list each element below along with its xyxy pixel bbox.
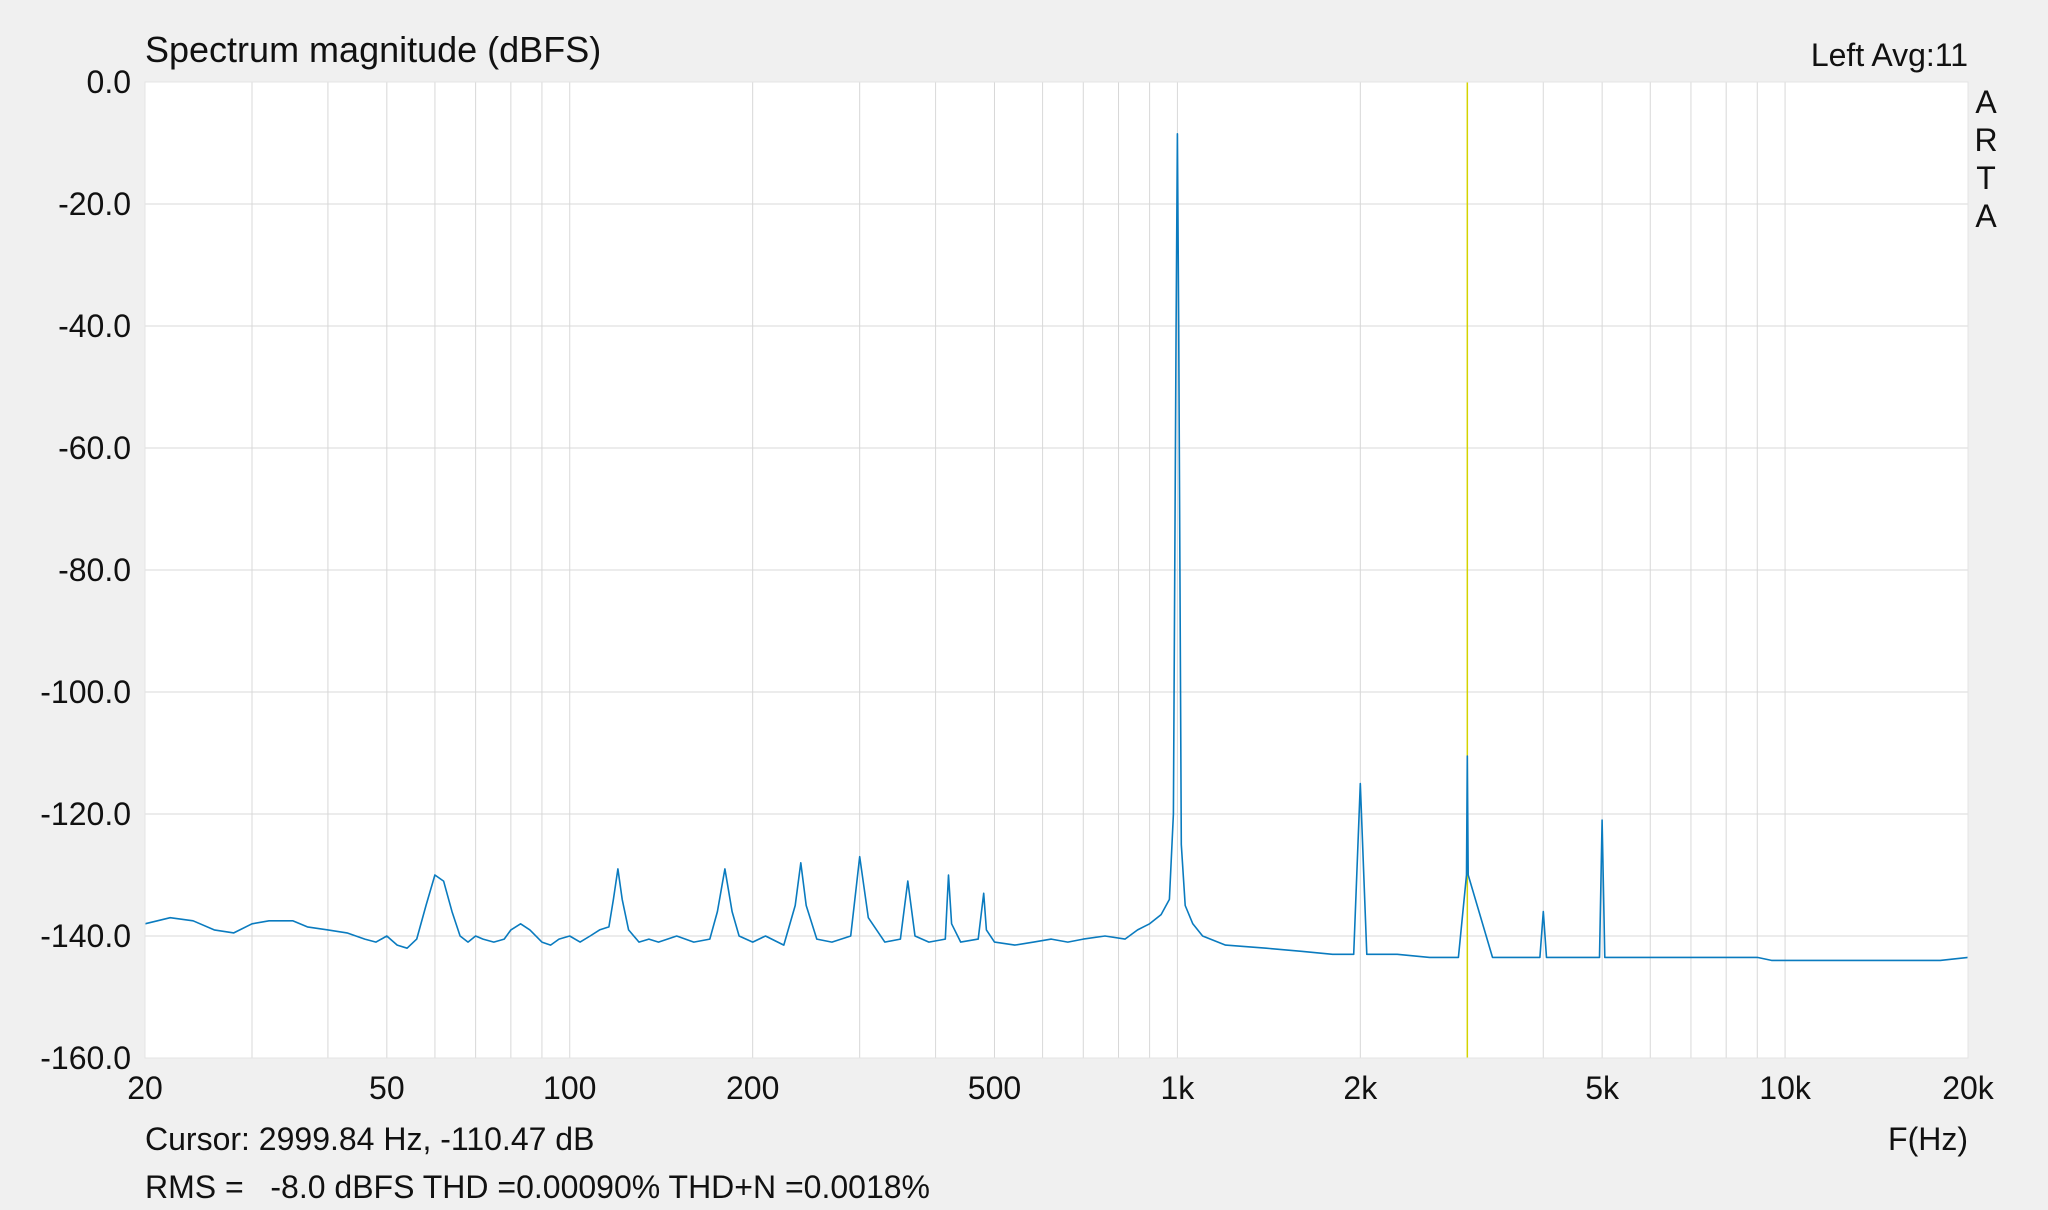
watermark-letter: R [1974,122,1997,158]
x-tick-label: 10k [1759,1070,1812,1106]
x-tick-label: 50 [369,1070,405,1106]
cursor-readout: Cursor: 2999.84 Hz, -110.47 dB [145,1121,594,1157]
y-axis-ticks: 0.0 -20.0 -40.0 -60.0 -80.0 -100.0 -120.0 -140.… [40,64,131,1076]
y-tick-label: -100.0 [40,674,131,710]
x-axis-ticks: 20 50 100 200 500 1k 2k 5k 10k 20k [127,1070,1995,1106]
y-tick-label: -160.0 [40,1040,131,1076]
x-tick-label: 200 [726,1070,779,1106]
y-tick-label: -60.0 [58,430,131,466]
y-tick-label: 0.0 [87,64,131,100]
x-axis-label: F(Hz) [1888,1121,1968,1157]
x-tick-label: 20k [1942,1070,1995,1106]
x-tick-label: 5k [1585,1070,1620,1106]
y-tick-label: -20.0 [58,186,131,222]
watermark-letter: T [1976,160,1996,196]
plot-border [144,81,1969,1059]
spectrum-trace-0 [144,133,1969,962]
y-tick-label: -120.0 [40,796,131,832]
channel-label: Left Avg:11 [1811,37,1968,73]
watermark-letter: A [1975,198,1997,234]
y-tick-label: -140.0 [40,918,131,954]
x-tick-label: 500 [968,1070,1021,1106]
x-tick-label: 2k [1343,1070,1378,1106]
x-tick-label: 20 [127,1070,163,1106]
watermark-letter: A [1975,84,1997,120]
x-tick-label: 1k [1161,1070,1196,1106]
x-tick-label: 100 [543,1070,596,1106]
y-tick-label: -80.0 [58,552,131,588]
chart-title: Spectrum magnitude (dBFS) [145,29,601,70]
measurement-readout: RMS = -8.0 dBFS THD =0.00090% THD+N =0.0… [145,1169,930,1205]
trace-layer [144,133,1969,962]
y-tick-label: -40.0 [58,308,131,344]
